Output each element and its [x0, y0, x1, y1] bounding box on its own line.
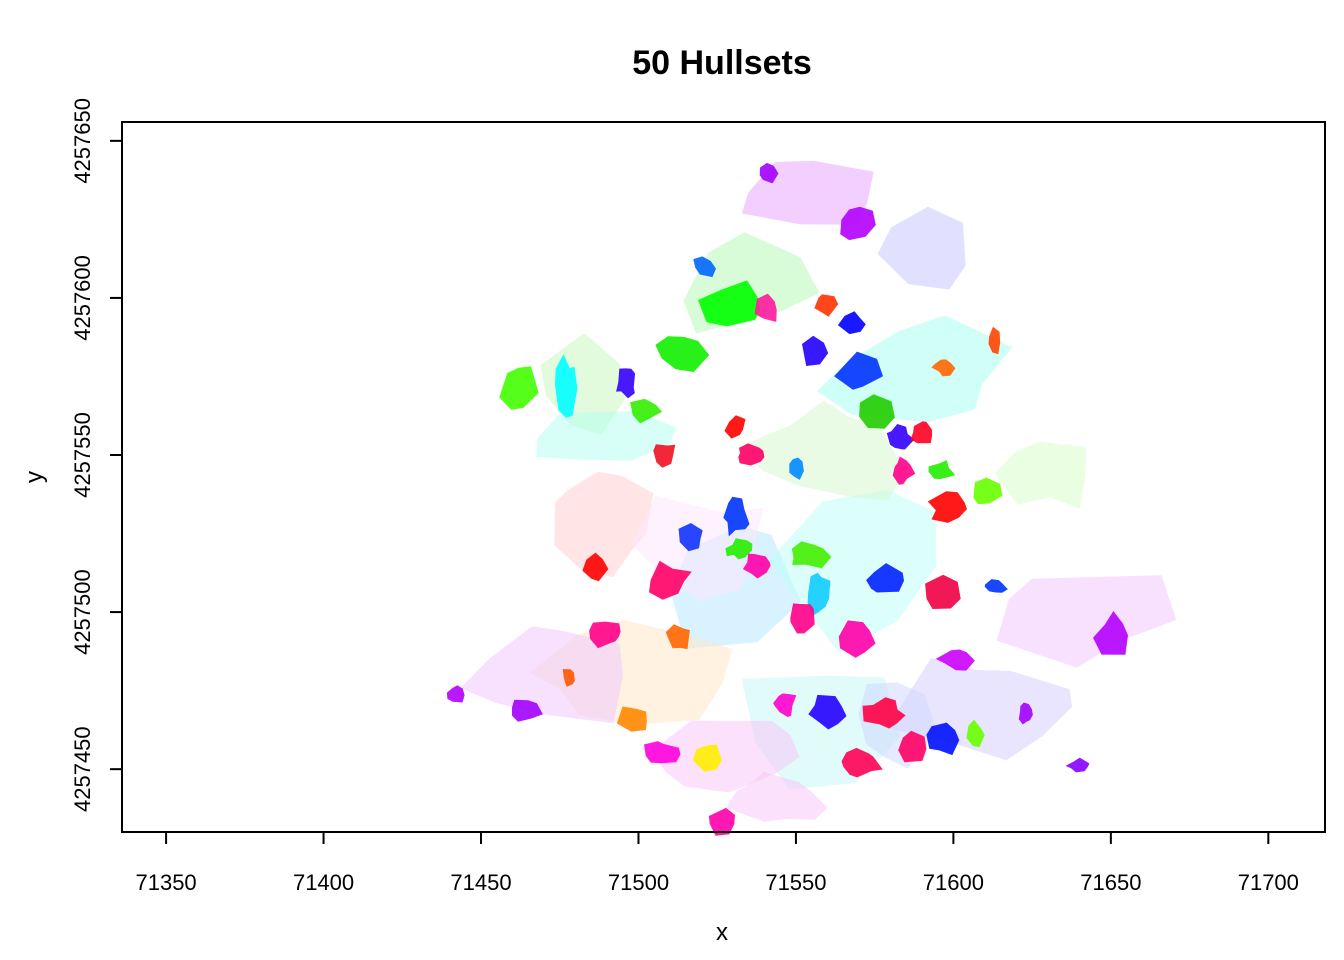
hull — [630, 398, 663, 424]
x-tick-label: 71700 — [1238, 870, 1299, 895]
hull — [616, 706, 647, 732]
faint-hulls-layer — [460, 160, 1177, 822]
hull — [708, 807, 735, 836]
hull — [841, 747, 883, 778]
hull — [644, 741, 681, 764]
hull — [616, 368, 636, 399]
y-tick-label: 4257500 — [70, 569, 95, 655]
hull — [499, 366, 539, 410]
hull — [966, 719, 985, 748]
hull — [759, 162, 779, 184]
hull — [698, 280, 761, 327]
hull — [808, 694, 847, 730]
hull — [925, 574, 961, 609]
hull — [725, 538, 753, 560]
hull — [724, 415, 746, 439]
hull — [928, 460, 956, 479]
hull — [973, 477, 1003, 505]
hull — [807, 572, 831, 616]
faint-hull — [996, 575, 1177, 668]
hull — [655, 336, 710, 372]
y-tick-label: 4257600 — [70, 255, 95, 341]
x-axis-label: x — [716, 919, 728, 946]
hull — [653, 444, 676, 468]
faint-hull — [877, 206, 966, 290]
hull — [927, 491, 967, 523]
hull — [692, 744, 722, 772]
hull — [935, 649, 975, 671]
hull — [649, 560, 692, 600]
hull — [988, 326, 1001, 355]
faint-hull — [554, 471, 654, 578]
x-tick-label: 71600 — [923, 870, 984, 895]
hull — [926, 722, 960, 756]
hull — [723, 496, 750, 537]
hull — [910, 421, 933, 444]
hull — [931, 359, 956, 377]
x-tick-label: 71350 — [135, 870, 196, 895]
hull — [898, 730, 927, 763]
hull — [678, 523, 703, 552]
faint-hull — [735, 400, 907, 501]
hull — [834, 351, 883, 390]
hull — [738, 443, 765, 466]
y-tick-label: 4257550 — [70, 412, 95, 498]
hull — [789, 457, 804, 480]
hull — [791, 541, 832, 569]
chart-title: 50 Hullsets — [632, 44, 812, 82]
y-axis-label: y — [21, 471, 48, 483]
hull — [837, 311, 866, 335]
x-tick-label: 71450 — [450, 870, 511, 895]
y-tick-label: 4257650 — [70, 98, 95, 184]
y-tick-label: 4257450 — [70, 726, 95, 812]
hull — [446, 685, 465, 703]
hull — [859, 394, 895, 429]
hull — [838, 620, 876, 658]
hull — [802, 335, 829, 366]
hull — [892, 456, 916, 485]
hull — [754, 293, 777, 322]
faint-hull — [536, 411, 677, 461]
hull — [562, 669, 575, 687]
hull — [862, 697, 906, 729]
hull — [511, 699, 543, 722]
hull — [1093, 611, 1128, 655]
hull — [886, 424, 915, 450]
y-axis: 4257450 4257500 4257550 4257600 4257650 — [70, 98, 123, 812]
hull — [1065, 757, 1090, 773]
hull — [1018, 702, 1033, 725]
faint-hull — [726, 771, 828, 822]
hull — [589, 621, 621, 649]
x-axis: 71350 71400 71450 71500 71550 71600 71650 71700 — [135, 831, 1299, 895]
x-tick-label: 71400 — [293, 870, 354, 895]
hull — [582, 552, 609, 582]
faint-hull — [460, 626, 623, 724]
hull — [693, 256, 716, 278]
x-tick-label: 71550 — [765, 870, 826, 895]
x-tick-label: 71500 — [608, 870, 669, 895]
hull — [665, 624, 690, 650]
faint-hull — [817, 315, 1013, 422]
faint-hull — [994, 441, 1087, 509]
hull — [790, 603, 815, 634]
solid-hulls-layer — [446, 162, 1128, 836]
hull — [984, 579, 1008, 593]
hull — [773, 693, 797, 717]
hull — [555, 354, 578, 418]
x-tick-label: 71650 — [1080, 870, 1141, 895]
hull — [742, 553, 771, 579]
hull — [814, 294, 839, 317]
hull — [840, 206, 876, 241]
hull — [866, 563, 904, 593]
